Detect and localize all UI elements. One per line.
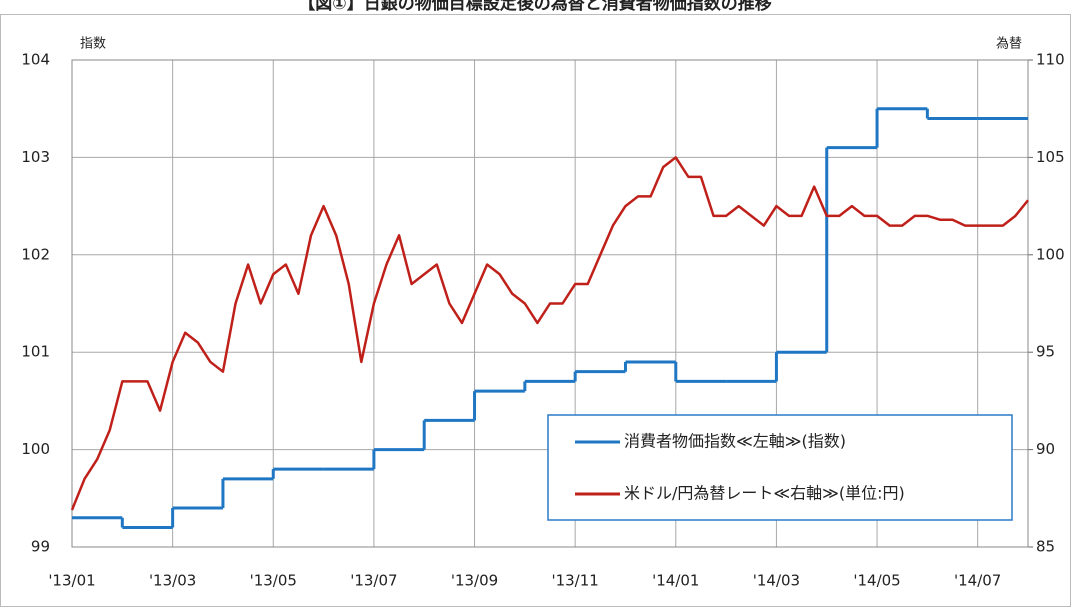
x-tick-label: '14/05 <box>853 572 900 590</box>
y2-tick-label: 110 <box>1036 51 1065 69</box>
x-tick-label: '14/01 <box>652 572 699 590</box>
y2-tick-label: 105 <box>1036 148 1065 166</box>
x-tick-label: '14/07 <box>954 572 1001 590</box>
y2-axis-label: 為替 <box>996 36 1022 52</box>
x-tick-label: '13/11 <box>551 572 598 590</box>
x-tick-label: '13/05 <box>250 572 297 590</box>
x-tick-label: '13/03 <box>149 572 196 590</box>
y-tick-label: 104 <box>21 51 50 69</box>
y2-tick-label: 95 <box>1036 343 1055 361</box>
series-line <box>70 156 1029 511</box>
y-axis-label: 指数 <box>80 37 106 52</box>
y-tick-label: 102 <box>21 245 50 263</box>
legend-label: 米ドル/円為替レート≪右軸≫(単位:円) <box>624 484 905 503</box>
chart-title: 【図①】日銀の物価目標設定後の為替と消費者物価指数の推移 <box>298 0 771 14</box>
plot-frame <box>71 59 1029 548</box>
y-tick-label: 100 <box>21 440 50 458</box>
legend-label: 消費者物価指数≪左軸≫(指数) <box>624 432 846 451</box>
y-tick-label: 99 <box>31 538 50 556</box>
x-tick-label: '13/07 <box>350 572 397 590</box>
y2-tick-label: 85 <box>1036 538 1055 556</box>
x-tick-label: '14/03 <box>753 572 800 590</box>
y-tick-label: 103 <box>21 148 50 166</box>
x-tick-label: '13/01 <box>48 572 95 590</box>
y-tick-label: 101 <box>21 343 50 361</box>
legend-box <box>547 414 1013 521</box>
x-tick-label: '13/09 <box>451 572 498 590</box>
y2-tick-label: 100 <box>1036 245 1065 263</box>
y2-tick-label: 90 <box>1036 440 1055 458</box>
